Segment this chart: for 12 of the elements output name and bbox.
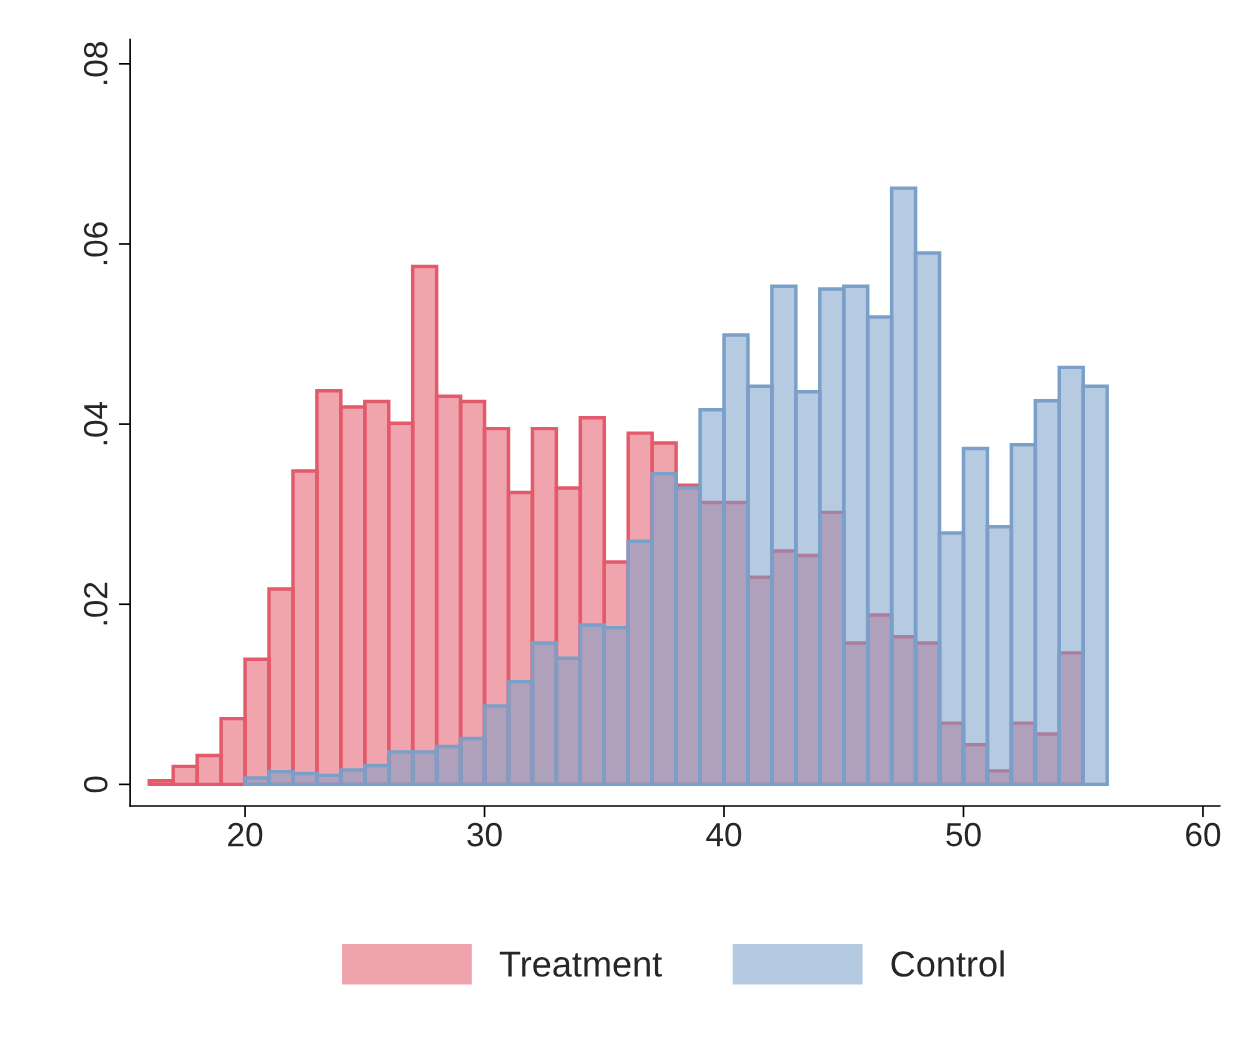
legend-label: Treatment (499, 951, 662, 977)
legend-label: Control (891, 950, 1004, 977)
y-tick-label: .08 (83, 42, 108, 84)
x-tick-label: 40 (706, 822, 742, 847)
y-tick-label: .06 (83, 222, 108, 265)
y-tick-label: 0 (83, 776, 108, 793)
x-tick-label: 50 (946, 822, 981, 847)
y-tick-label: .04 (83, 401, 108, 445)
y-tick-label: .02 (83, 582, 108, 625)
x-tick-label: 20 (228, 822, 263, 847)
x-tick-label: 60 (1186, 822, 1221, 847)
x-tick-label: 30 (467, 822, 502, 847)
